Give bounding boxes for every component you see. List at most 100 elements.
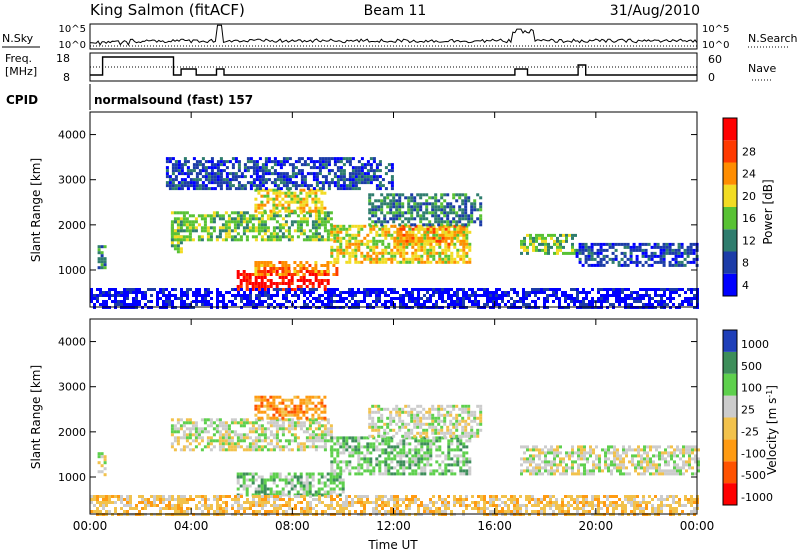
- velocity-cell: [368, 434, 372, 438]
- power-cell: [308, 194, 312, 198]
- power-cell: [170, 241, 174, 245]
- velocity-cell: [574, 472, 577, 476]
- power-cell: [578, 251, 582, 255]
- power-cell: [230, 220, 234, 224]
- power-cell: [330, 291, 333, 294]
- power-cell: [234, 303, 237, 306]
- velocity-cell: [305, 445, 309, 449]
- power-cell: [174, 166, 178, 170]
- power-cell: [386, 211, 390, 215]
- velocity-cell: [351, 451, 355, 455]
- velocity-cell: [607, 466, 610, 470]
- power-cell: [395, 205, 399, 209]
- power-cell: [179, 211, 183, 215]
- power-cell: [287, 238, 291, 242]
- velocity-cell: [470, 410, 474, 414]
- power-cell: [251, 235, 255, 239]
- velocity-cell: [461, 431, 465, 435]
- power-cell: [296, 235, 300, 239]
- power-cell: [464, 196, 468, 200]
- power-cell: [656, 242, 660, 246]
- power-cell: [574, 251, 577, 255]
- power-cell: [446, 202, 450, 206]
- power-cell: [413, 202, 417, 206]
- power-cell: [408, 242, 412, 246]
- power-cell: [426, 297, 429, 300]
- power-cell: [258, 294, 261, 297]
- power-cell: [333, 233, 337, 237]
- power-cell: [272, 191, 276, 195]
- power-cell: [263, 226, 267, 230]
- power-cell: [173, 244, 177, 248]
- power-cell: [568, 251, 571, 255]
- power-cell: [618, 288, 621, 291]
- power-cell: [260, 214, 264, 218]
- power-cell: [255, 160, 259, 164]
- power-cell: [479, 202, 483, 206]
- power-cell: [293, 220, 297, 224]
- velocity-cell: [257, 433, 261, 437]
- power-cell: [252, 184, 256, 188]
- power-cell: [618, 297, 621, 300]
- power-cell: [446, 214, 450, 218]
- power-cell: [260, 220, 264, 224]
- velocity-cell: [206, 418, 210, 422]
- power-cell: [281, 226, 285, 230]
- power-cell: [302, 220, 306, 224]
- freq-tick-low: 8: [63, 71, 70, 84]
- power-cell: [278, 235, 282, 239]
- velocity-cell: [206, 436, 210, 440]
- power-cell: [180, 303, 183, 306]
- power-cell: [407, 211, 411, 215]
- power-cell: [629, 254, 633, 258]
- power-cell: [413, 217, 417, 221]
- velocity-cell: [233, 418, 237, 422]
- power-cell: [96, 300, 99, 303]
- y-tick-label: 1000: [58, 264, 86, 277]
- velocity-cell: [413, 425, 417, 429]
- power-cell: [204, 178, 208, 182]
- velocity-cell: [405, 442, 409, 446]
- power-cell: [258, 184, 262, 188]
- power-cell: [299, 191, 303, 195]
- velocity-cell: [185, 427, 189, 431]
- power-cell: [452, 196, 456, 200]
- power-cell: [483, 303, 486, 306]
- velocity-cell: [230, 448, 234, 452]
- power-cell: [429, 300, 432, 303]
- power-cell: [299, 264, 303, 267]
- velocity-cell: [637, 454, 640, 458]
- power-cell: [378, 163, 382, 167]
- power-cell: [123, 294, 126, 297]
- power-cell: [288, 300, 291, 303]
- velocity-cell: [402, 448, 406, 452]
- power-cell: [261, 178, 265, 182]
- power-cell: [681, 303, 684, 306]
- power-cell: [393, 257, 397, 261]
- power-cell: [323, 229, 327, 233]
- power-cell: [599, 263, 603, 267]
- power-cell: [650, 251, 654, 255]
- velocity-cell: [413, 434, 417, 438]
- velocity-cell: [422, 428, 426, 432]
- power-cell: [300, 172, 304, 176]
- power-cell: [541, 239, 544, 243]
- power-cell: [165, 169, 169, 173]
- power-cell: [103, 260, 107, 264]
- power-cell: [333, 260, 337, 264]
- power-cell: [339, 169, 343, 173]
- power-cell: [276, 163, 280, 167]
- power-cell: [264, 172, 268, 176]
- velocity-cell: [479, 419, 483, 423]
- velocity-cell: [239, 445, 243, 449]
- power-cell: [441, 236, 445, 240]
- velocity-cell: [278, 407, 282, 411]
- power-cell: [390, 166, 394, 170]
- power-cell: [453, 236, 457, 240]
- power-cell: [138, 300, 141, 303]
- velocity-cell: [417, 472, 421, 476]
- power-cell: [417, 294, 420, 297]
- power-cell: [593, 263, 597, 267]
- power-cell: [402, 236, 406, 240]
- power-cell: [318, 181, 322, 185]
